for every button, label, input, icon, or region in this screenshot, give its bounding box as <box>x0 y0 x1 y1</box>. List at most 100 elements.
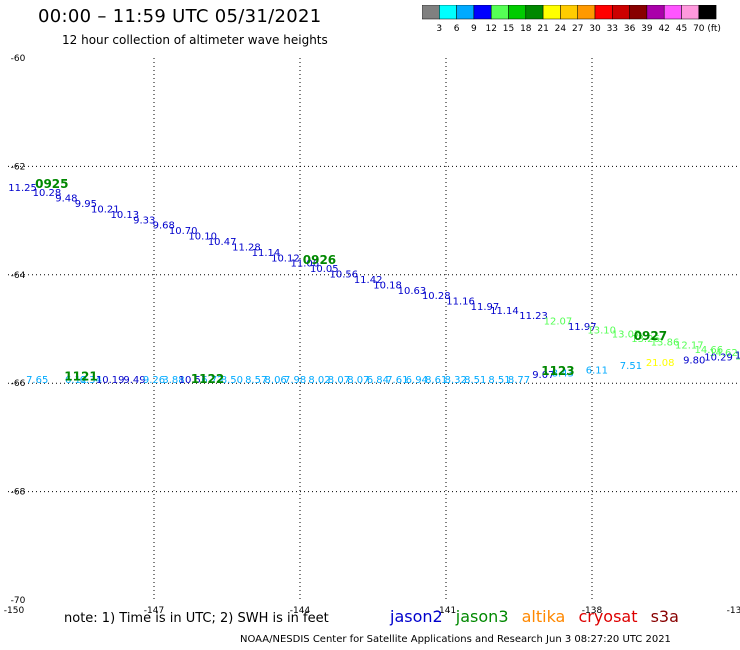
data-point-label: 10.13 <box>110 210 139 221</box>
colorbar-swatch <box>698 5 717 20</box>
data-point-label: 11.97 <box>471 302 500 313</box>
data-point-label: 10.28 <box>33 188 62 199</box>
chart-title: 00:00 – 11:59 UTC 05/31/2021 <box>38 6 322 27</box>
colorbar-label: 39 <box>641 24 653 34</box>
data-point-label: 10.63 <box>398 286 427 297</box>
data-point-label: 13.26 <box>631 334 660 345</box>
data-point-label: 10.28 <box>422 291 451 302</box>
pass-time-label: 0927 <box>634 329 667 343</box>
x-tick-label: -141 <box>436 606 456 616</box>
data-point-label: 9.68 <box>153 221 175 232</box>
data-point-label: 8.50 <box>221 375 243 386</box>
y-tick-label: -60 <box>11 54 26 64</box>
data-point-label: 9.26 <box>143 375 165 386</box>
data-point-label: 8.51 <box>488 375 510 386</box>
y-tick-label: -70 <box>11 596 26 606</box>
colorbar-unit: (ft) <box>707 24 721 34</box>
data-point-label: 6.12 <box>65 375 87 386</box>
data-point-label: 9.49 <box>123 375 145 386</box>
data-point-label: 9.07 <box>532 370 554 381</box>
legend-altika: altika <box>521 607 566 626</box>
color-scale-bar: 3 6 9 12 15 18 21 24 27 30 33 36 39 42 45 70 (ft) <box>422 5 721 34</box>
data-point-label: 10.18 <box>373 280 402 291</box>
data-point-label: 10.10 <box>188 232 217 243</box>
pass-time-label: 1122 <box>191 372 224 386</box>
data-point-label: 10.51 <box>179 375 208 386</box>
data-point-label: 8.51 <box>464 375 486 386</box>
legend-jason2: jason2 <box>390 607 443 626</box>
chart-subtitle: 12 hour collection of altimeter wave hei… <box>62 33 328 47</box>
data-point-label: 1 <box>735 350 740 361</box>
data-point-label: 8.07 <box>328 375 350 386</box>
x-tick-label: -13 <box>727 606 740 616</box>
data-point-label: 11.28 <box>232 242 261 253</box>
data-point-label: 7.51 <box>620 361 642 372</box>
colorbar-label: 3 <box>436 24 442 34</box>
data-point-label: 6.94 <box>406 375 428 386</box>
pass-time-label: 0926 <box>303 253 336 267</box>
data-point-label: 8.32 <box>445 375 467 386</box>
data-point-label: 13.86 <box>651 337 680 348</box>
data-point-label: 8.57 <box>245 375 267 386</box>
colorbar-label: 15 <box>503 24 514 34</box>
data-point-label: 10.70 <box>169 226 198 237</box>
colorbar-label: 36 <box>624 24 636 34</box>
data-point-label: 9.95 <box>75 199 97 210</box>
y-tick-label: -66 <box>11 379 26 389</box>
data-point-label: 14.66 <box>694 345 723 356</box>
wave-height-plot: -150 -147 -144 -141 -138 -13 -60 -62 -64 -66 -68 -7… <box>4 54 740 616</box>
data-point-label: 6.72 <box>201 375 223 386</box>
data-point-label: 1 <box>735 351 740 362</box>
data-point-label: 8.61 <box>425 375 447 386</box>
y-tick-label: -68 <box>11 488 26 498</box>
data-point-label: 11.16 <box>446 297 475 308</box>
data-point-label: 10.19 <box>96 375 125 386</box>
data-point-label: 14.62 <box>709 348 738 359</box>
data-point-label: 7.98 <box>284 375 306 386</box>
data-point-label: 11.97 <box>568 322 597 333</box>
x-tick-label: -150 <box>4 606 25 616</box>
pass-time-label: 1121 <box>64 369 97 383</box>
legend-s3a: s3a <box>650 607 679 626</box>
colorbar-label: 9 <box>471 24 477 34</box>
data-point-label: 7.65 <box>26 375 48 386</box>
colorbar-label: 33 <box>607 24 618 34</box>
data-point-label: 8.07 <box>347 375 369 386</box>
data-point-label: 3.88 <box>162 375 184 386</box>
x-tick-label: -138 <box>582 606 603 616</box>
y-tick-label: -62 <box>11 162 26 172</box>
pass-time-label: 0925 <box>35 177 68 191</box>
data-point-label: 13.10 <box>587 325 616 336</box>
data-point-label: 8.02 <box>308 375 330 386</box>
data-point-label: 8.43 <box>552 369 574 380</box>
data-point-label: 6.84 <box>367 375 389 386</box>
data-point-label: 10.21 <box>91 204 120 215</box>
data-point-label: 9.33 <box>133 215 155 226</box>
legend-cryosat: cryosat <box>578 607 638 626</box>
credits-footer: NOAA/NESDIS Center for Satellite Applica… <box>240 634 671 645</box>
data-point-label: 8.06 <box>265 375 287 386</box>
colorbar-label: 6 <box>454 24 460 34</box>
footnote: note: 1) Time is in UTC; 2) SWH is in fe… <box>64 611 329 626</box>
data-point-label: 11.25 <box>8 183 37 194</box>
data-point-label: 12.07 <box>544 317 573 328</box>
colorbar-label: 30 <box>589 24 601 34</box>
data-point-label: 7.61 <box>386 375 408 386</box>
data-point-label: 8.77 <box>508 375 530 386</box>
data-point-label: 11.23 <box>519 311 548 322</box>
colorbar-label: 12 <box>485 24 496 34</box>
y-tick-label: -64 <box>11 271 26 281</box>
data-point-label: 10.12 <box>271 253 300 264</box>
colorbar-label: 21 <box>537 24 548 34</box>
data-point-label: 9.80 <box>683 356 705 367</box>
data-point-label: 11.42 <box>354 275 383 286</box>
colorbar-label: 45 <box>676 24 687 34</box>
colorbar-label: 24 <box>555 24 567 34</box>
legend-jason3: jason3 <box>455 607 509 626</box>
data-point-label: 10.56 <box>329 270 358 281</box>
data-point-label: 21.08 <box>646 358 675 369</box>
colorbar-label: 27 <box>572 24 583 34</box>
data-point-label: 10.47 <box>208 237 237 248</box>
data-point-label: 11.14 <box>490 306 519 317</box>
data-point-label: 11.14 <box>252 248 281 259</box>
